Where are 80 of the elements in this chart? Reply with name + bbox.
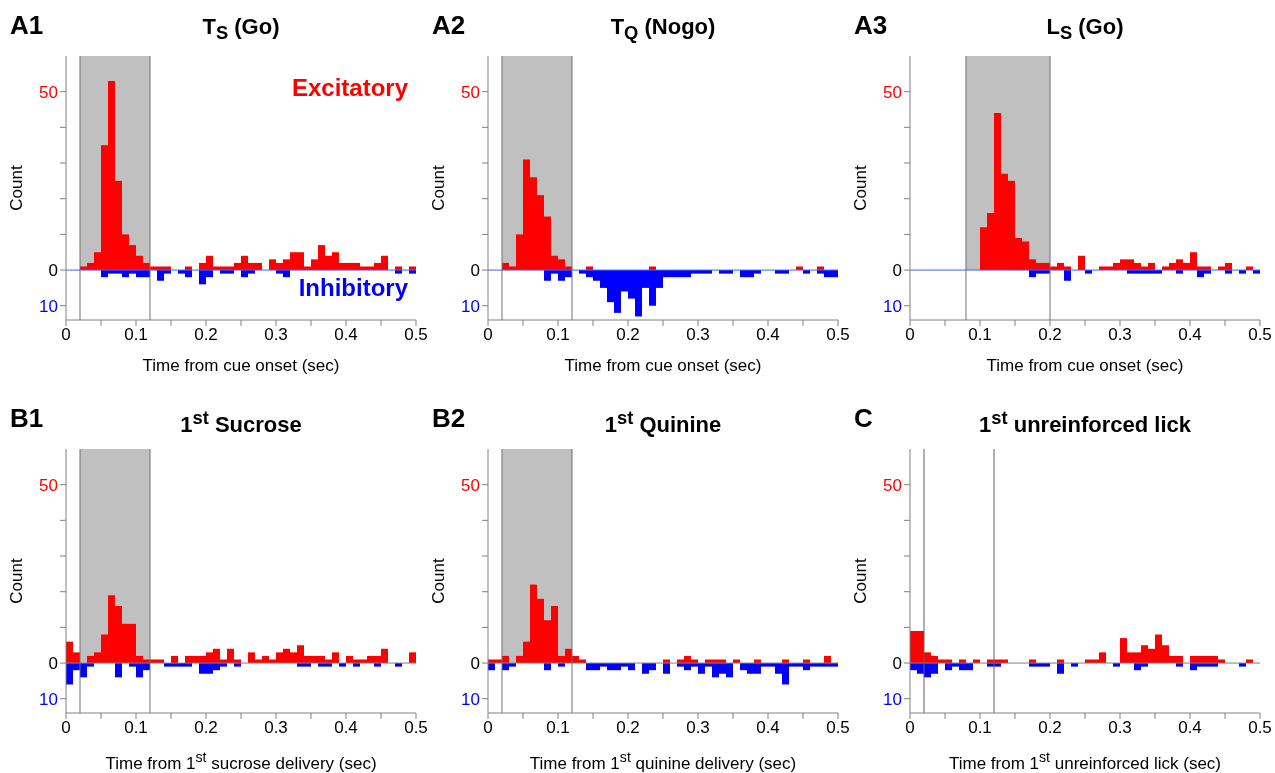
x-tick-label: 0.1 — [968, 325, 992, 345]
x-axis-title: Time from 1$^{st}$ unreinforced lick (sec) — [947, 749, 1223, 773]
y-axis-title: Count — [7, 165, 27, 211]
x-axis-title: Time from 1$^{st}$ quinine delivery (sec) — [528, 749, 798, 773]
chart-title: 1$^{st}$ Sucrose — [179, 407, 303, 439]
x-tick-label: 0.5 — [1248, 718, 1272, 738]
x-tick-label: 0.4 — [334, 718, 358, 738]
x-tick-label: 0.5 — [404, 718, 428, 738]
x-tick-label: 0.4 — [1178, 718, 1202, 738]
y-axis-title: Count — [7, 558, 27, 604]
x-tick-label: 0 — [483, 325, 493, 345]
y-tick-label: 0 — [48, 654, 58, 674]
x-tick-label: 0.1 — [124, 718, 148, 738]
y-tick-label: 10 — [39, 689, 58, 709]
x-tick-label: 0.2 — [616, 325, 640, 345]
x-tick-label: 0.2 — [616, 718, 640, 738]
y-axis-title: Count — [429, 558, 449, 604]
x-tick-label: 0.5 — [826, 718, 850, 738]
chart-title: 1$^{st}$ unreinforced lick — [978, 407, 1192, 439]
series-label: Inhibitory — [298, 274, 408, 302]
x-tick-label: 0.5 — [826, 325, 850, 345]
x-axis-title: Time from cue onset (sec) — [985, 356, 1185, 376]
x-tick-label: 0.4 — [756, 718, 780, 738]
x-tick-label: 0.3 — [264, 718, 288, 738]
chart-title: 1$^{st}$ Quinine — [603, 407, 723, 439]
x-tick-label: 0.3 — [264, 325, 288, 345]
x-tick-label: 0.5 — [404, 325, 428, 345]
x-axis-title: Time from cue onset (sec) — [141, 356, 341, 376]
y-tick-label: 0 — [470, 261, 480, 281]
text: A3 — [854, 10, 888, 41]
x-tick-label: 0 — [905, 718, 915, 738]
y-tick-label: 10 — [461, 296, 480, 316]
y-tick-label: 10 — [39, 296, 58, 316]
text: A1 — [10, 10, 44, 41]
x-tick-label: 0.3 — [1108, 325, 1132, 345]
y-tick-label: 50 — [883, 475, 902, 495]
y-tick-label: 10 — [883, 296, 902, 316]
x-tick-label: 0.1 — [546, 718, 570, 738]
x-tick-label: 0.1 — [124, 325, 148, 345]
x-tick-label: 0 — [483, 718, 493, 738]
x-tick-label: 0.4 — [756, 325, 780, 345]
x-tick-label: 0.2 — [1038, 718, 1062, 738]
x-tick-label: 0.2 — [194, 325, 218, 345]
y-tick-label: 50 — [39, 82, 58, 102]
x-tick-label: 0.1 — [968, 718, 992, 738]
chart-title: L$_{S}$ (Go) — [1045, 14, 1125, 45]
y-axis-title: Count — [851, 165, 871, 211]
text: A2 — [432, 10, 466, 41]
x-tick-label: 0 — [61, 325, 71, 345]
x-axis-title: Time from cue onset (sec) — [563, 356, 763, 376]
text: B2 — [432, 403, 466, 434]
y-axis-title: Count — [851, 558, 871, 604]
y-tick-label: 10 — [883, 689, 902, 709]
x-tick-label: 0 — [905, 325, 915, 345]
x-tick-label: 0.4 — [334, 325, 358, 345]
y-tick-label: 0 — [892, 261, 902, 281]
y-tick-label: 50 — [883, 82, 902, 102]
y-axis-title: Count — [429, 165, 449, 211]
x-tick-label: 0.3 — [686, 325, 710, 345]
x-tick-label: 0.5 — [1248, 325, 1272, 345]
y-tick-label: 0 — [892, 654, 902, 674]
y-tick-label: 50 — [39, 475, 58, 495]
chart-title: T$_{S}$ (Go) — [201, 14, 281, 45]
x-tick-label: 0.4 — [1178, 325, 1202, 345]
x-tick-label: 0.1 — [546, 325, 570, 345]
text: Excitatory — [291, 74, 408, 102]
x-tick-label: 0 — [61, 718, 71, 738]
y-tick-label: 50 — [461, 82, 480, 102]
text: B1 — [10, 403, 44, 434]
y-tick-label: 50 — [461, 475, 480, 495]
y-tick-label: 0 — [48, 261, 58, 281]
x-axis-title: Time from 1$^{st}$ sucrose delivery (sec) — [104, 749, 378, 773]
x-tick-label: 0.2 — [194, 718, 218, 738]
x-tick-label: 0.3 — [1108, 718, 1132, 738]
x-tick-label: 0.2 — [1038, 325, 1062, 345]
chart-title: T$_{Q}$ (Nogo) — [609, 14, 717, 45]
y-tick-label: 0 — [470, 654, 480, 674]
x-tick-label: 0.3 — [686, 718, 710, 738]
y-tick-label: 10 — [461, 689, 480, 709]
text: C — [854, 403, 873, 434]
